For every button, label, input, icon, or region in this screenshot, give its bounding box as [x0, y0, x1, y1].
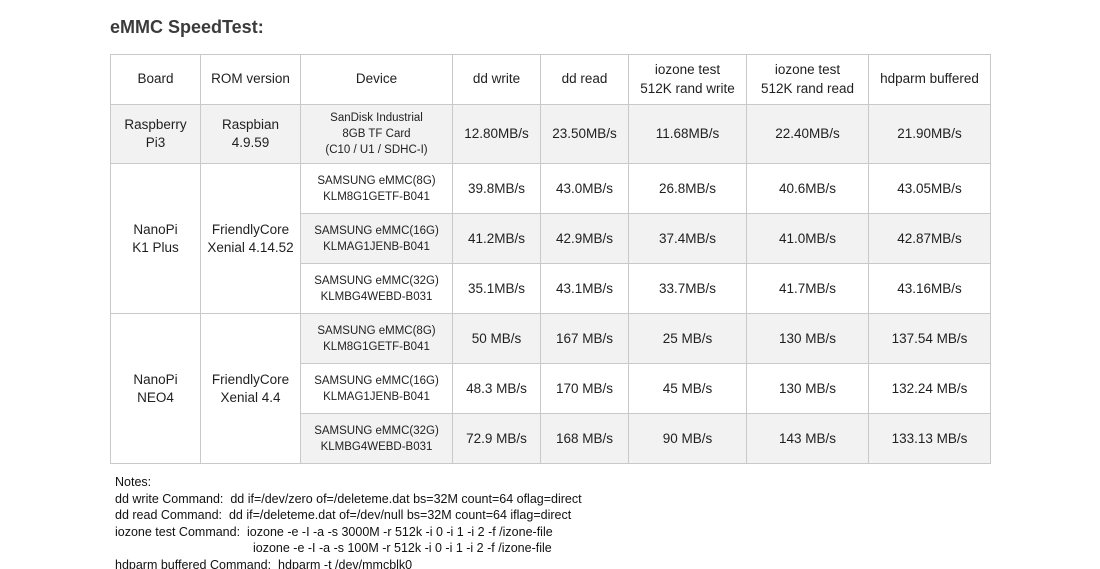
iozone-rand-read-cell: 143 MB/s [746, 413, 869, 465]
iozone-rand-write-cell: 90 MB/s [628, 413, 747, 465]
table-row-raspberrypi3-sandisk: Raspberry Pi3 Raspbian 4.9.59 SanDisk In… [110, 103, 991, 165]
dd-write-cell: 35.1MB/s [452, 263, 541, 315]
device-cell: SAMSUNG eMMC(16G) KLMAG1JENB-B041 [300, 213, 453, 265]
table-body: Raspberry Pi3 Raspbian 4.9.59 SanDisk In… [110, 103, 991, 465]
iozone-rand-write-cell: 45 MB/s [628, 363, 747, 415]
table-row-neo4-emmc16g: SAMSUNG eMMC(16G) KLMAG1JENB-B041 48.3 M… [111, 363, 991, 415]
iozone-rand-read-cell: 130 MB/s [746, 313, 869, 365]
dd-read-cell: 167 MB/s [540, 313, 629, 365]
device-cell: SanDisk Industrial 8GB TF Card (C10 / U1… [300, 103, 453, 165]
hdparm-buffered-cell: 42.87MB/s [868, 213, 991, 265]
iozone-rand-write-cell: 26.8MB/s [628, 163, 747, 215]
dd-read-cell: 43.1MB/s [540, 263, 629, 315]
dd-read-cell: 170 MB/s [540, 363, 629, 415]
header-board: Board [110, 54, 201, 105]
iozone-rand-write-cell: 25 MB/s [628, 313, 747, 365]
dd-read-cell: 43.0MB/s [540, 163, 629, 215]
table-row-neo4-emmc8g: NanoPi NEO4 FriendlyCore Xenial 4.4 SAMS… [110, 313, 991, 465]
rom-version-cell: FriendlyCore Xenial 4.4 [200, 313, 301, 465]
dd-read-cell: 42.9MB/s [540, 213, 629, 265]
header-row: Board ROM version Device dd write dd rea… [110, 54, 991, 105]
dd-read-cell: 168 MB/s [540, 413, 629, 465]
notes-label: Notes: [115, 475, 152, 490]
dd-write-cell: 12.80MB/s [452, 103, 541, 165]
table-row-k1plus-emmc8g: NanoPi K1 Plus FriendlyCore Xenial 4.14.… [110, 163, 991, 315]
table-row-k1plus-emmc32g: SAMSUNG eMMC(32G) KLMBG4WEBD-B031 35.1MB… [111, 263, 991, 315]
dd-write-cell: 48.3 MB/s [452, 363, 541, 415]
device-cell: SAMSUNG eMMC(8G) KLM8G1GETF-B041 [300, 163, 453, 215]
iozone-rand-read-cell: 22.40MB/s [746, 103, 869, 165]
table-row-k1plus-emmc16g: SAMSUNG eMMC(16G) KLMAG1JENB-B041 41.2MB… [111, 213, 991, 265]
note-line-iozone-1: iozone test Command: iozone -e -I -a -s … [115, 524, 553, 539]
board-cell: NanoPi NEO4 [110, 313, 201, 465]
hdparm-buffered-cell: 43.05MB/s [868, 163, 991, 215]
note-line-dd-write: dd write Command: dd if=/dev/zero of=/de… [115, 491, 582, 506]
device-cell: SAMSUNG eMMC(16G) KLMAG1JENB-B041 [300, 363, 453, 415]
dd-write-cell: 72.9 MB/s [452, 413, 541, 465]
device-cell: SAMSUNG eMMC(8G) KLM8G1GETF-B041 [300, 313, 453, 365]
iozone-rand-write-cell: 37.4MB/s [628, 213, 747, 265]
hdparm-buffered-cell: 132.24 MB/s [868, 363, 991, 415]
header-device: Device [300, 54, 453, 105]
dd-write-cell: 50 MB/s [452, 313, 541, 365]
rom-version-cell: Raspbian 4.9.59 [200, 103, 301, 165]
hdparm-buffered-cell: 21.90MB/s [868, 103, 991, 165]
hdparm-buffered-cell: 137.54 MB/s [868, 313, 991, 365]
board-cell: NanoPi K1 Plus [110, 163, 201, 315]
hdparm-buffered-cell: 43.16MB/s [868, 263, 991, 315]
dd-write-cell: 39.8MB/s [452, 163, 541, 215]
device-cell: SAMSUNG eMMC(32G) KLMBG4WEBD-B031 [300, 263, 453, 315]
dd-write-cell: 41.2MB/s [452, 213, 541, 265]
iozone-rand-read-cell: 41.7MB/s [746, 263, 869, 315]
iozone-rand-write-cell: 11.68MB/s [628, 103, 747, 165]
header-hdparm-buffered: hdparm buffered [868, 54, 991, 105]
header-iozone-rand-read: iozone test 512K rand read [746, 54, 869, 105]
note-line-iozone-2: iozone -e -I -a -s 100M -r 512k -i 0 -i … [253, 541, 552, 556]
dd-read-cell: 23.50MB/s [540, 103, 629, 165]
table-row-neo4-emmc32g: SAMSUNG eMMC(32G) KLMBG4WEBD-B031 72.9 M… [111, 413, 991, 465]
rom-version-cell: FriendlyCore Xenial 4.14.52 [200, 163, 301, 315]
note-line-dd-read: dd read Command: dd if=/deleteme.dat of=… [115, 508, 572, 523]
iozone-rand-read-cell: 40.6MB/s [746, 163, 869, 215]
header-dd-read: dd read [540, 54, 629, 105]
iozone-rand-read-cell: 41.0MB/s [746, 213, 869, 265]
notes-section: Notes: dd write Command: dd if=/dev/zero… [115, 474, 1100, 569]
table-header: Board ROM version Device dd write dd rea… [110, 54, 991, 105]
page-title: eMMC SpeedTest: [110, 17, 264, 37]
device-cell: SAMSUNG eMMC(32G) KLMBG4WEBD-B031 [300, 413, 453, 465]
note-line-hdparm: hdparm buffered Command: hdparm -t /dev/… [115, 557, 413, 569]
iozone-rand-read-cell: 130 MB/s [746, 363, 869, 415]
board-cell: Raspberry Pi3 [110, 103, 201, 165]
speedtest-table: Board ROM version Device dd write dd rea… [110, 54, 991, 465]
header-rom-version: ROM version [200, 54, 301, 105]
header-dd-write: dd write [452, 54, 541, 105]
header-iozone-rand-write: iozone test 512K rand write [628, 54, 747, 105]
hdparm-buffered-cell: 133.13 MB/s [868, 413, 991, 465]
iozone-rand-write-cell: 33.7MB/s [628, 263, 747, 315]
